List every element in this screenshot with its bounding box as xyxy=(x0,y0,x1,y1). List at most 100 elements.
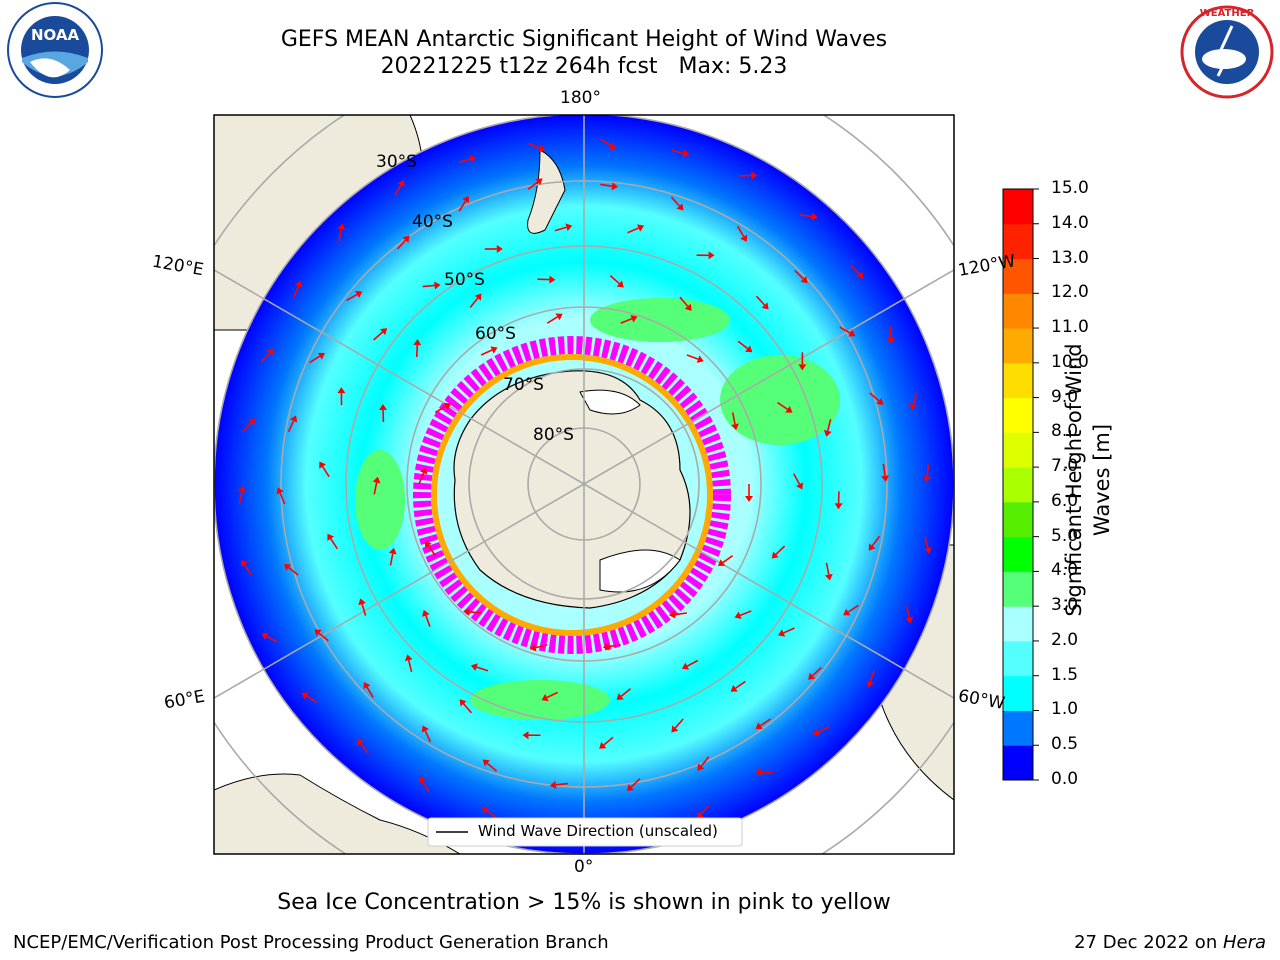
lon-label-180: 180° xyxy=(560,88,601,108)
colorbar-segment xyxy=(1003,675,1033,711)
wind-wave-arrow xyxy=(476,666,489,672)
wind-wave-arrow xyxy=(731,412,736,425)
wind-wave-arrowhead xyxy=(424,540,432,549)
wind-wave-arrow xyxy=(321,466,330,478)
map-frame xyxy=(213,114,955,855)
wind-wave-arrowhead xyxy=(549,780,557,789)
wind-wave-arrow xyxy=(674,718,684,729)
wind-wave-arrowhead xyxy=(549,275,556,284)
wind-wave-arrow xyxy=(458,158,471,164)
wind-wave-arrowhead xyxy=(541,693,549,702)
wind-wave-arrow xyxy=(700,756,710,767)
wind-wave-arrow xyxy=(366,686,374,698)
colorbar-title: Significant Height of Wind Waves [m] xyxy=(1062,343,1114,617)
green-wave-patch-north xyxy=(590,298,730,342)
colorbar-tick-label: 13.0 xyxy=(1051,247,1089,268)
wind-wave-arrowhead xyxy=(785,406,793,413)
wind-wave-arrowhead xyxy=(630,315,638,323)
colorbar-segment xyxy=(1003,467,1033,503)
wind-wave-arrowhead xyxy=(462,195,469,204)
wind-wave-arrowhead xyxy=(905,617,914,624)
wind-wave-arrow xyxy=(755,295,766,306)
wind-wave-arrowhead xyxy=(843,608,851,616)
lon-label-0: 0° xyxy=(574,857,594,877)
wind-wave-arrowhead xyxy=(868,543,876,551)
wind-wave-arrowhead xyxy=(876,397,884,405)
colorbar-segment xyxy=(1003,397,1033,433)
colorbar-tick-label: 1.5 xyxy=(1051,664,1079,685)
wind-wave-arrow xyxy=(330,538,339,550)
wind-wave-arrow xyxy=(373,331,384,341)
wind-wave-arrow xyxy=(775,545,786,555)
wind-wave-arrowhead xyxy=(599,741,607,749)
wind-wave-arrowhead xyxy=(241,559,248,567)
wind-wave-arrow xyxy=(686,354,699,360)
wind-wave-arrowhead xyxy=(337,387,346,394)
wind-wave-arrow xyxy=(630,778,641,788)
wind-wave-arrow xyxy=(318,632,329,642)
wind-wave-arrowhead xyxy=(881,475,890,482)
wind-wave-arrow xyxy=(839,326,851,334)
wind-wave-arrowhead xyxy=(522,731,529,740)
colorbar-segment xyxy=(1003,536,1033,572)
wind-wave-arrowhead xyxy=(470,663,478,671)
new-zealand-land xyxy=(527,149,566,234)
colorbar-segment xyxy=(1003,189,1033,225)
wind-wave-arrow xyxy=(555,782,568,786)
wind-wave-arrowhead xyxy=(681,662,690,670)
wind-wave-arrowhead xyxy=(730,684,738,692)
wind-wave-arrow xyxy=(739,610,752,617)
lat-label-70s: 70°S xyxy=(503,375,544,395)
wind-wave-arrow xyxy=(826,419,832,432)
lat-label-80s: 80°S xyxy=(533,425,574,445)
wind-wave-arrowhead xyxy=(422,609,430,617)
wind-wave-arrowhead xyxy=(697,763,705,771)
wind-wave-arrowhead xyxy=(469,155,477,163)
wind-wave-arrowhead xyxy=(682,149,690,158)
colorbar-segment xyxy=(1003,328,1033,364)
forecast-date: 20221225 t12z 264h fcst xyxy=(380,54,658,79)
wind-wave-arrowhead xyxy=(602,642,610,651)
wind-wave-arrowhead xyxy=(778,629,786,637)
wind-wave-arrowhead xyxy=(237,485,246,493)
wind-wave-arrow xyxy=(686,659,699,667)
colorbar-segment xyxy=(1003,745,1033,781)
wind-wave-arrowhead xyxy=(459,699,467,707)
wind-wave-arrow xyxy=(427,545,436,557)
wind-wave-arrowhead xyxy=(337,223,346,231)
colorbar-segment xyxy=(1003,432,1033,468)
wind-wave-arrow xyxy=(480,349,493,356)
wind-wave-arrow xyxy=(825,562,830,575)
wind-wave-arrow xyxy=(905,606,911,619)
wind-wave-arrowhead xyxy=(823,429,832,437)
lat-label-50s: 50°S xyxy=(444,270,485,290)
wind-wave-arrow xyxy=(609,275,620,285)
wind-wave-arrow xyxy=(670,196,681,207)
wind-wave-arrow xyxy=(794,269,804,280)
wind-wave-arrow xyxy=(793,473,801,485)
wind-wave-arrowhead xyxy=(924,547,932,554)
wind-wave-arrowhead xyxy=(812,728,821,736)
colorbar-tick-label: 12.0 xyxy=(1051,282,1089,303)
wind-wave-arrow xyxy=(422,781,430,793)
wind-wave-arrow xyxy=(722,554,734,564)
wind-wave-arrowhead xyxy=(357,738,364,746)
wind-wave-arrow xyxy=(924,536,929,549)
footer-credit: NCEP/EMC/Verification Post Processing Pr… xyxy=(13,932,609,953)
wind-wave-arrow xyxy=(424,730,432,743)
wind-wave-arrowhead xyxy=(319,461,326,469)
colorbar xyxy=(1003,188,1039,781)
sea-ice-caption: Sea Ice Concentration > 15% is shown in … xyxy=(277,890,891,915)
wind-wave-arrowhead xyxy=(626,784,635,792)
wind-wave-arrow xyxy=(338,229,343,242)
map-legend xyxy=(427,817,743,847)
wind-wave-arrow xyxy=(847,604,859,613)
wind-wave-arrow xyxy=(546,691,559,699)
wind-wave-arrow xyxy=(309,355,321,364)
wind-wave-arrowhead xyxy=(283,563,292,571)
wind-wave-arrowhead xyxy=(413,339,422,346)
wind-wave-arrow xyxy=(783,627,795,634)
wind-wave-arrowhead xyxy=(481,806,490,814)
colorbar-tick-label: 8.0 xyxy=(1051,421,1079,442)
lat-label-60s: 60°S xyxy=(475,324,516,344)
